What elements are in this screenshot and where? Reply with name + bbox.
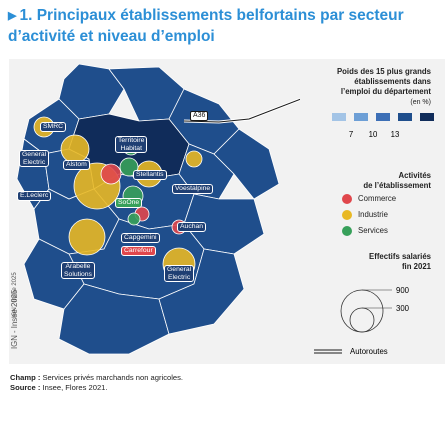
class-swatch-1 bbox=[332, 113, 346, 121]
triangle-bullet-icon: ▶ bbox=[8, 10, 17, 22]
label-territoire-habitat: Territoire Habitat bbox=[115, 136, 148, 153]
legend-class-scale: 7 10 13 bbox=[332, 113, 434, 139]
label-carrefour: Carrefour bbox=[121, 246, 156, 256]
label-auchan: Auchan bbox=[177, 222, 207, 232]
size-label-300: 300 bbox=[396, 304, 410, 313]
establishment-circles bbox=[33, 116, 203, 281]
label-smrc: SMRC bbox=[40, 122, 67, 132]
activity-industrie: Industrie bbox=[342, 208, 396, 221]
legend-unit: (en %) bbox=[410, 99, 431, 106]
establishment-alstom bbox=[60, 134, 90, 164]
source-line: Source : Insee, Flores 2021. bbox=[10, 383, 108, 392]
label-capgemini: Capgemini bbox=[121, 233, 160, 243]
commune-east bbox=[213, 128, 280, 200]
class-swatch-5 bbox=[420, 113, 434, 121]
activities-legend: Commerce Industrie Services bbox=[342, 192, 396, 237]
class-swatch-3 bbox=[376, 113, 390, 121]
credit-text: IGN - Insee 2025 bbox=[10, 289, 19, 349]
motorway-a36 bbox=[183, 97, 301, 124]
map-panel: IGN - Insee 2025 A36 SMRC General Electr… bbox=[9, 59, 301, 364]
activity-services: Services bbox=[342, 224, 396, 237]
commune-polygons bbox=[16, 63, 280, 355]
establishment-services-center bbox=[127, 212, 141, 226]
label-leclerc: E.Leclerc bbox=[17, 191, 52, 201]
commerce-swatch-icon bbox=[342, 193, 352, 204]
class-swatch-4 bbox=[398, 113, 412, 121]
class-break-2: 10 bbox=[369, 130, 378, 139]
map-title: ▶ 1. Principaux établissements belfortain… bbox=[8, 7, 404, 45]
road-label: Autoroutes bbox=[350, 347, 388, 356]
legend-panel: Poids des 15 plus grands établissements … bbox=[300, 59, 445, 364]
label-arabelle: Arabelle Solutions bbox=[61, 262, 95, 279]
activity-commerce: Commerce bbox=[342, 192, 396, 205]
establishment-leclerc bbox=[100, 163, 122, 185]
label-voestalpine: Voestalpine bbox=[172, 184, 214, 194]
services-swatch-icon bbox=[342, 225, 352, 236]
size-legend: 900 300 bbox=[340, 286, 410, 333]
commune-far-south-east bbox=[158, 248, 245, 335]
label-general-electric-2: General Electric bbox=[164, 265, 195, 282]
footer-notes: Champ : Services privés marchands non ag… bbox=[10, 373, 183, 393]
legend-title: Poids des 15 plus grands établissements … bbox=[336, 67, 431, 96]
industrie-swatch-icon bbox=[342, 209, 352, 220]
label-alstom: Alstom bbox=[63, 160, 90, 170]
establishment-voestalpine bbox=[185, 150, 203, 168]
label-stellantis: Stellantis bbox=[133, 170, 167, 180]
label-soone: SoOne bbox=[115, 198, 143, 208]
road-legend: Autoroutes bbox=[314, 347, 388, 356]
size-circle-300 bbox=[349, 307, 375, 333]
establishment-arabelle bbox=[68, 218, 106, 256]
motorway-label: A36 bbox=[190, 111, 209, 121]
size-circle-900 bbox=[340, 289, 384, 333]
map-credit: IGN - Insee 2025 bbox=[12, 272, 18, 318]
size-title: Effectifs salariés fin 2021 bbox=[369, 252, 431, 271]
map-svg: IGN - Insee 2025 bbox=[10, 63, 301, 355]
class-break-3: 13 bbox=[391, 130, 400, 139]
size-label-900: 900 bbox=[396, 286, 410, 295]
label-general-electric-1: General Electric bbox=[19, 150, 50, 167]
class-break-1: 7 bbox=[349, 130, 353, 139]
activities-title: Activités de l’établissement bbox=[363, 171, 431, 190]
class-swatch-2 bbox=[354, 113, 368, 121]
champ-line: Champ : Services privés marchands non ag… bbox=[10, 373, 184, 382]
